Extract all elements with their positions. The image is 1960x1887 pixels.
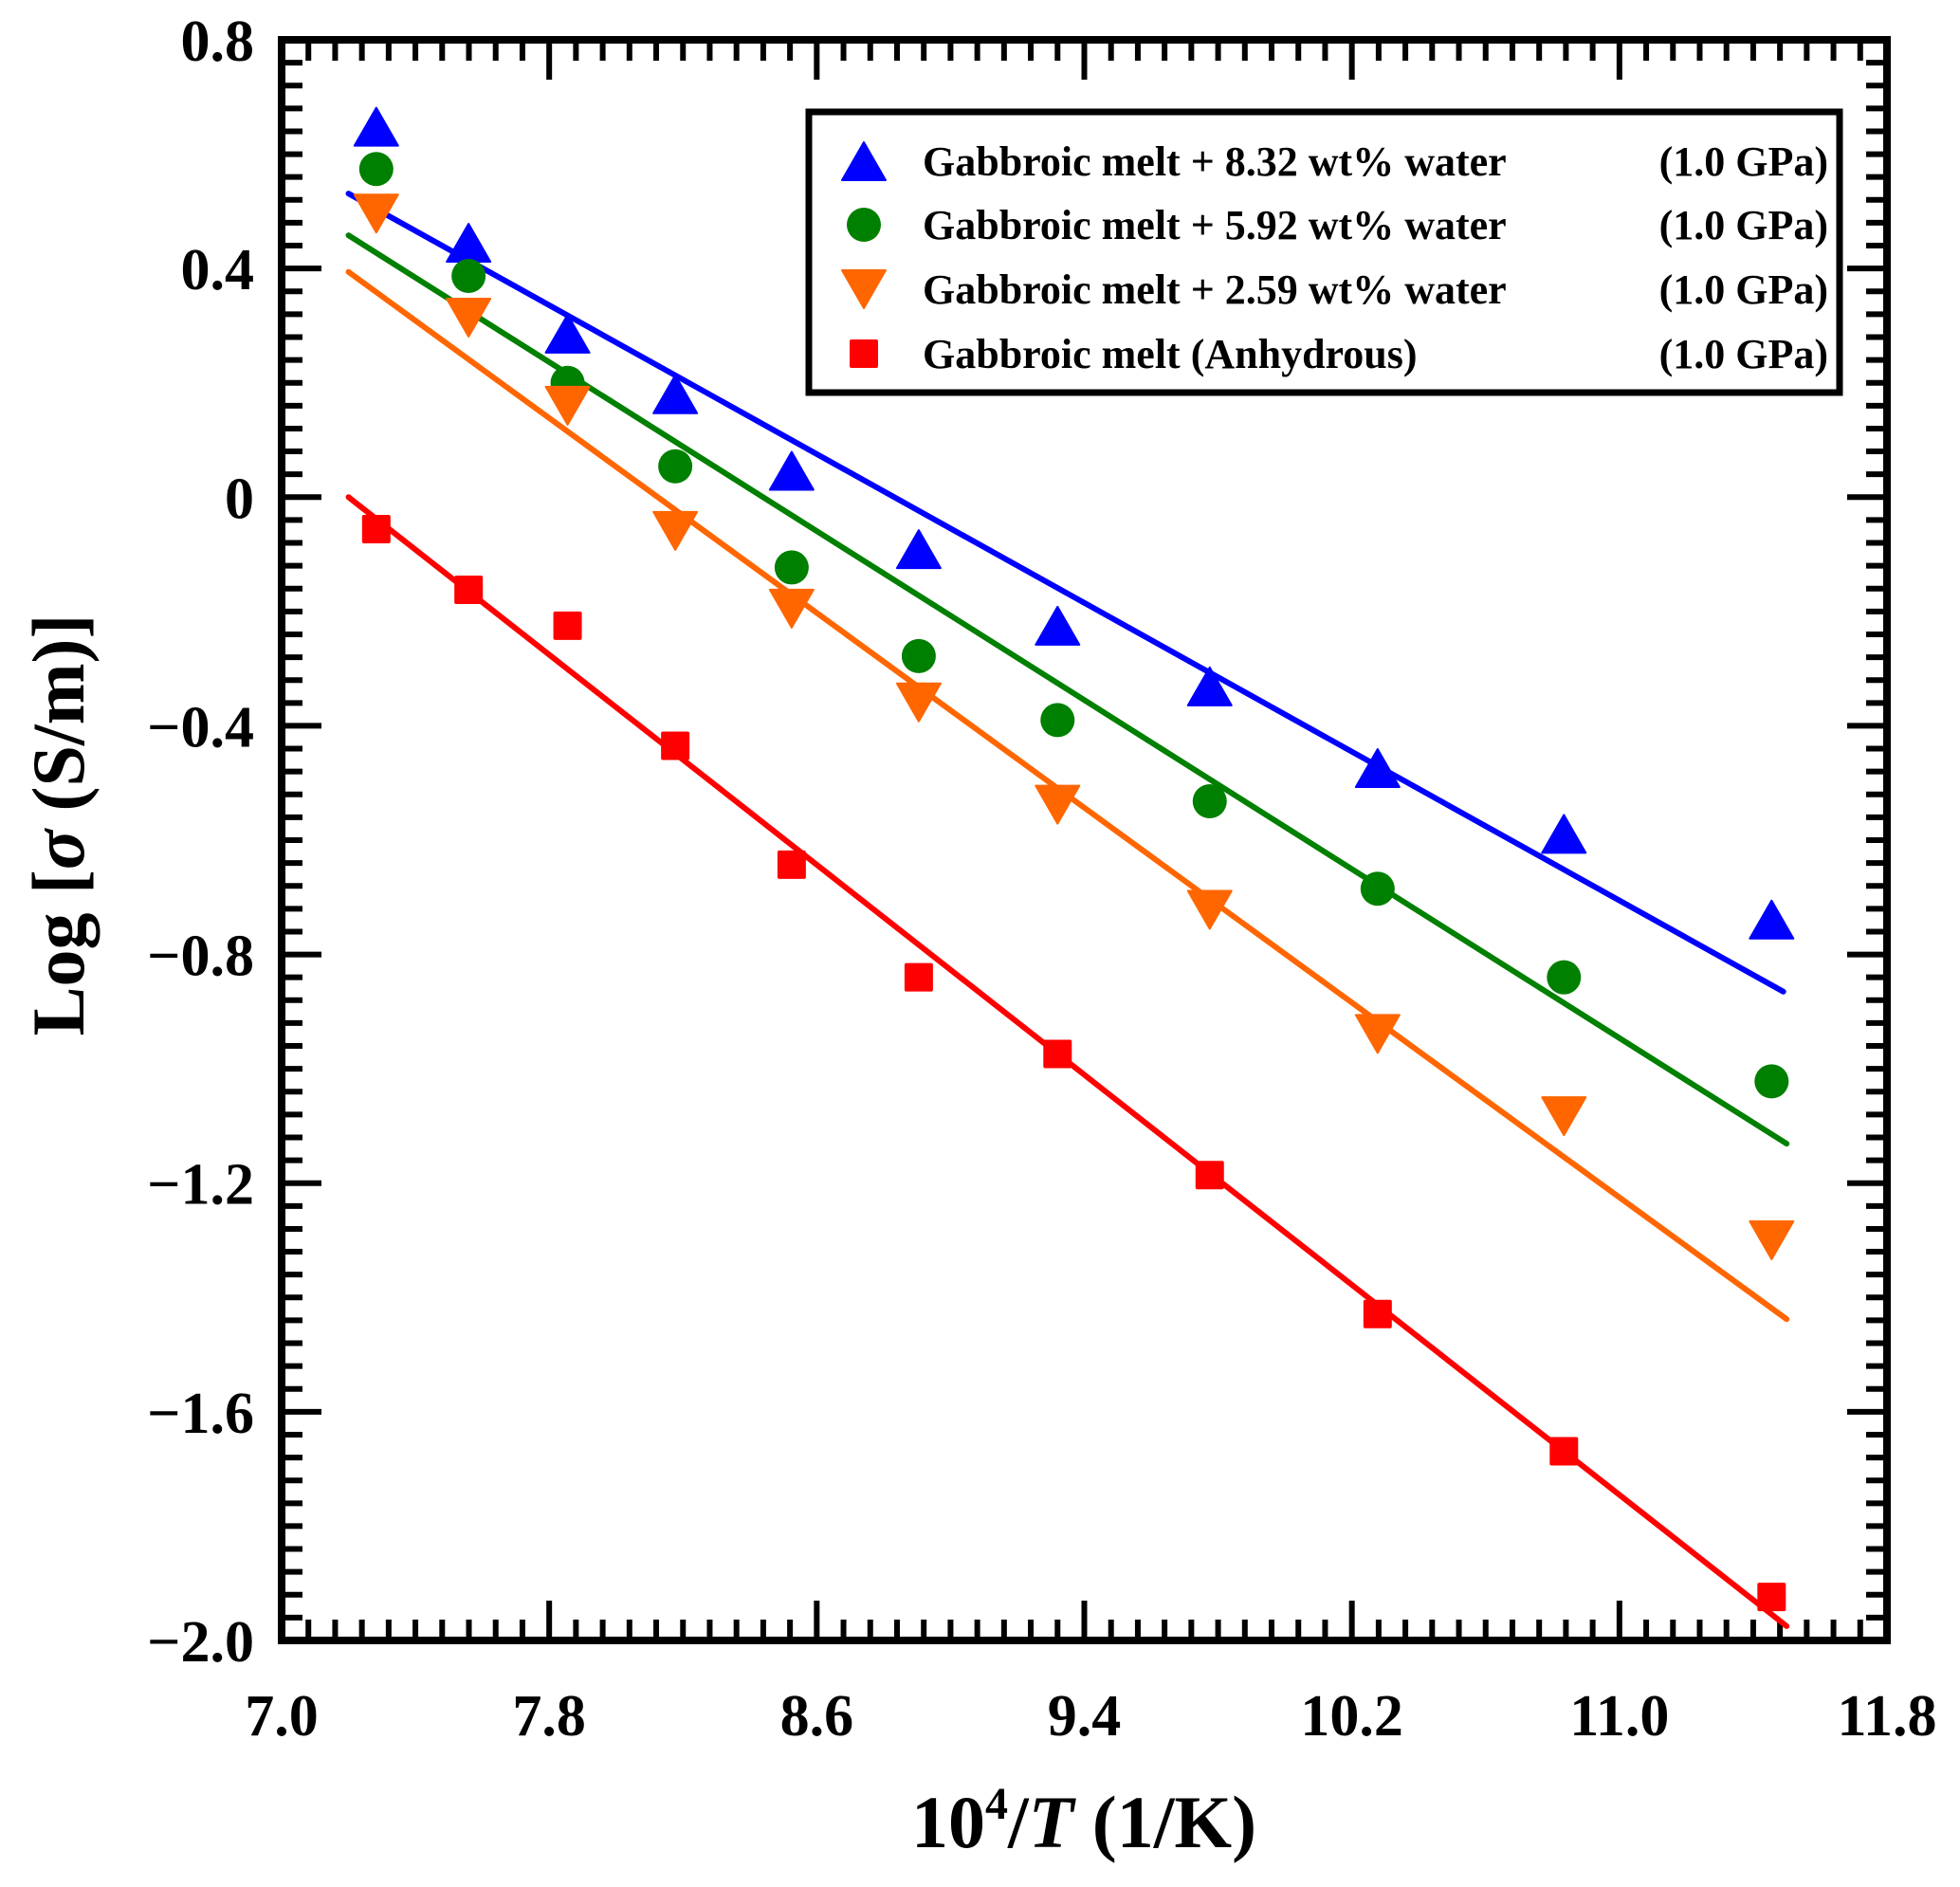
data-point-circle <box>1754 1064 1789 1099</box>
legend-marker-triangle-down <box>841 269 887 309</box>
data-point-circle <box>1040 703 1075 738</box>
x-axis-title-base: 10 <box>911 1781 985 1863</box>
legend-pressure: (1.0 GPa) <box>1659 138 1828 185</box>
y-axis-title-prefix: Log [ <box>17 870 100 1036</box>
data-point-triangle-down <box>446 297 492 338</box>
y-axis-title-symbol: σ <box>17 828 100 870</box>
series-3-points <box>361 515 1786 1612</box>
legend-pressure: (1.0 GPa) <box>1659 331 1828 377</box>
legend-item: Gabbroic melt (Anhydrous) (1.0 GPa) <box>850 331 1828 377</box>
x-axis-title-superscript: 4 <box>985 1779 1008 1829</box>
data-point-circle <box>901 638 936 673</box>
x-tick-label: 9.4 <box>1048 1684 1122 1749</box>
x-axis-title-unit: (1/K) <box>1073 1781 1256 1863</box>
data-point-triangle-down <box>544 385 591 426</box>
data-point-triangle-up <box>544 313 591 354</box>
data-point-triangle-down <box>1186 889 1233 930</box>
legend-label: Gabbroic melt + 8.32 wt% water <box>923 138 1507 185</box>
data-point-triangle-up <box>652 374 699 414</box>
legend-marker-square <box>850 339 878 368</box>
series-1-points <box>358 152 1789 1099</box>
data-point-square <box>361 515 391 544</box>
data-point-circle <box>1360 871 1395 907</box>
x-tick-label: 7.0 <box>245 1684 319 1749</box>
legend-item: Gabbroic melt + 5.92 wt% water (1.0 GPa) <box>847 202 1828 248</box>
legend-item: Gabbroic melt + 8.32 wt% water (1.0 GPa) <box>841 138 1828 185</box>
data-point-triangle-up <box>353 106 399 147</box>
data-point-circle <box>451 258 486 293</box>
data-point-circle <box>658 449 693 484</box>
data-point-square <box>1549 1437 1579 1466</box>
legend-label: Gabbroic melt + 2.59 wt% water <box>923 266 1507 313</box>
data-point-triangle-down <box>768 588 815 629</box>
data-point-square <box>553 611 582 640</box>
data-point-square <box>1043 1039 1072 1069</box>
series-2-points <box>353 193 1795 1260</box>
data-markers <box>353 106 1795 1612</box>
data-point-circle <box>358 152 394 187</box>
data-point-circle <box>1192 784 1227 819</box>
y-tick-label: −1.6 <box>147 1382 254 1446</box>
y-tick-label: −2.0 <box>147 1610 254 1675</box>
series-0-points <box>353 106 1795 940</box>
data-point-square <box>777 850 806 879</box>
data-point-triangle-up <box>895 529 942 570</box>
x-axis-title: 104/T (1/K) <box>911 1779 1256 1863</box>
y-tick-label: −0.8 <box>147 925 254 989</box>
y-tick-label: −0.4 <box>147 695 254 760</box>
y-tick-label: −1.2 <box>147 1153 254 1218</box>
data-point-square <box>904 962 933 992</box>
y-axis-title-suffix: (S/m)] <box>17 614 100 830</box>
y-tick-label: 0.4 <box>181 238 255 302</box>
data-point-triangle-up <box>1354 748 1401 789</box>
fit-line <box>345 191 1786 995</box>
data-point-triangle-down <box>895 682 942 723</box>
data-point-square <box>1363 1299 1392 1328</box>
x-tick-label: 11.8 <box>1837 1684 1936 1749</box>
plot-frame <box>278 36 1891 1644</box>
x-axis-title-slash: / <box>1007 1781 1030 1863</box>
x-tick-label: 8.6 <box>780 1684 854 1749</box>
data-point-square <box>1757 1583 1786 1612</box>
data-point-triangle-up <box>1186 666 1233 706</box>
data-point-triangle-up <box>1749 899 1795 940</box>
legend-marker-circle <box>847 208 881 242</box>
legend-item: Gabbroic melt + 2.59 wt% water (1.0 GPa) <box>841 266 1828 313</box>
data-point-triangle-up <box>446 223 492 264</box>
data-point-triangle-down <box>1035 784 1081 825</box>
data-point-triangle-up <box>1035 605 1081 646</box>
legend-label: Gabbroic melt + 5.92 wt% water <box>923 202 1507 248</box>
legend-pressure: (1.0 GPa) <box>1659 266 1828 313</box>
data-point-triangle-down <box>1541 1096 1587 1137</box>
data-point-square <box>454 575 484 604</box>
x-tick-label: 7.8 <box>512 1684 586 1749</box>
x-axis-title-variable: T <box>1029 1781 1077 1863</box>
data-point-circle <box>1547 960 1582 995</box>
legend-box <box>805 108 1843 396</box>
x-tick-labels: 7.0 7.8 8.6 9.4 10.2 11.0 11.8 <box>245 1684 1936 1749</box>
data-point-square <box>1195 1161 1224 1190</box>
y-axis-title: Log [σ (S/m)] <box>17 614 100 1036</box>
data-point-triangle-up <box>1541 814 1587 854</box>
data-point-triangle-down <box>1749 1220 1795 1260</box>
data-point-triangle-up <box>768 450 815 491</box>
legend-label: Gabbroic melt (Anhydrous) <box>923 331 1418 377</box>
legend-pressure: (1.0 GPa) <box>1659 202 1828 248</box>
data-point-circle <box>774 550 809 585</box>
y-tick-label: 0 <box>225 467 254 531</box>
data-point-triangle-down <box>353 193 399 234</box>
x-tick-label: 11.0 <box>1569 1684 1669 1749</box>
y-tick-labels: 0.8 0.4 0 −0.4 −0.8 −1.2 −1.6 −2.0 <box>147 9 254 1675</box>
data-point-triangle-down <box>652 510 699 551</box>
legend: Gabbroic melt + 8.32 wt% water (1.0 GPa)G… <box>805 108 1843 396</box>
legend-marker-triangle-up <box>841 141 887 181</box>
data-point-square <box>661 731 690 760</box>
y-tick-label: 0.8 <box>181 9 255 74</box>
x-tick-label: 10.2 <box>1300 1684 1403 1749</box>
data-point-triangle-down <box>1354 1014 1401 1054</box>
